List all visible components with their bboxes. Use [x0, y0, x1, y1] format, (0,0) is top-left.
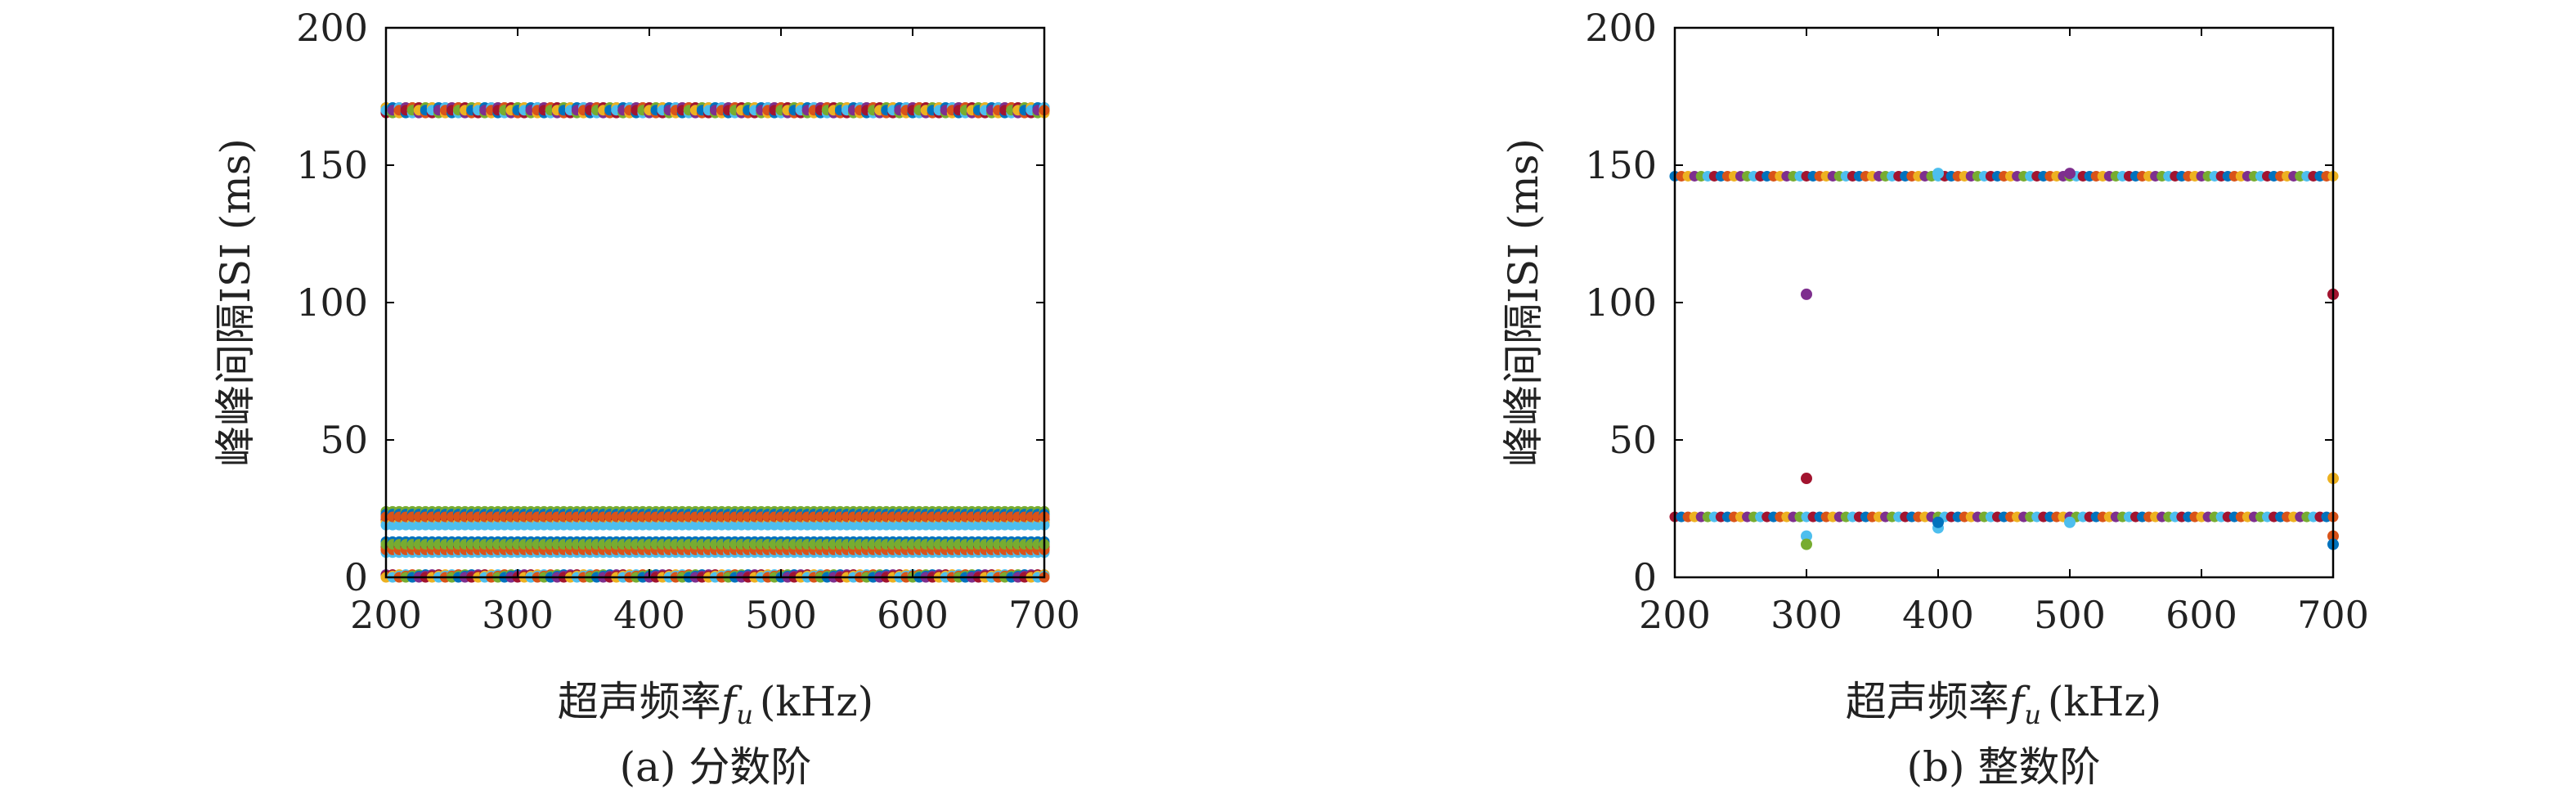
panel-b-y-axis-label: 峰峰间隔ISI (ms) [1500, 138, 1547, 467]
panel-b-plot-frame [1673, 26, 2335, 579]
panel-b-outlier-point [2064, 168, 2076, 180]
panel-a: 200 300 400 500 600 700 0 50 100 150 200 峰峰间隔ISI (… [212, 6, 1080, 791]
panel-b-outlier-point [1801, 288, 1812, 300]
panel-b-x-tick-label: 200 [1639, 593, 1711, 637]
panel-a-x-tick-label: 700 [1008, 593, 1080, 637]
panel-b-y-tick-label: 200 [1585, 6, 1657, 50]
panel-b-outlier-point [2064, 516, 2076, 528]
panel-a-x-tick-label: 400 [613, 593, 685, 637]
panel-a-x-tick-label: 500 [745, 593, 817, 637]
panel-b: 200 300 400 500 600 700 0 50 100 150 200 峰峰间隔ISI (… [1500, 6, 2369, 791]
panel-b-data-points [1669, 168, 2339, 550]
panel-a-y-tick-label: 0 [344, 555, 368, 599]
panel-a-y-axis-label: 峰峰间隔ISI (ms) [212, 138, 259, 467]
panel-a-y-tick-label: 50 [320, 418, 368, 462]
panel-b-y-tick-label: 100 [1585, 280, 1657, 325]
panel-b-y-tick-label: 0 [1633, 555, 1657, 599]
panel-b-y-tick-label: 50 [1609, 418, 1657, 462]
panel-a-x-tick-label: 600 [877, 593, 949, 637]
panel-b-outlier-point [1801, 473, 1812, 485]
panel-a-y-tick-label: 100 [296, 280, 368, 325]
panel-b-outlier-point [1801, 538, 1812, 550]
panel-a-x-axis-label: 超声频率fu (kHz) [558, 678, 873, 730]
panel-b-ticks: 200 300 400 500 600 700 0 50 100 150 200 [1585, 6, 2369, 637]
panel-a-ticks: 200 300 400 500 600 700 0 50 100 150 200 [296, 6, 1080, 637]
panel-b-x-axis-label: 超声频率fu (kHz) [1846, 678, 2161, 730]
panel-a-y-tick-label: 200 [296, 6, 368, 50]
panel-b-x-tick-label: 400 [1902, 593, 1974, 637]
panel-a-x-tick-label: 300 [482, 593, 554, 637]
panel-b-caption: (b) 整数阶 [1907, 743, 2101, 791]
panel-b-outlier-point [1932, 516, 1944, 528]
panel-b-x-tick-label: 600 [2165, 593, 2237, 637]
panel-b-outlier-point [1932, 168, 1944, 180]
panel-b-y-tick-label: 150 [1585, 143, 1657, 187]
panel-a-x-tick-label: 200 [350, 593, 422, 637]
panel-b-outlier-point [1801, 530, 1812, 542]
panel-b-x-tick-label: 500 [2034, 593, 2106, 637]
panel-b-x-tick-label: 300 [1770, 593, 1842, 637]
panel-b-x-tick-label: 700 [2297, 593, 2369, 637]
panel-a-y-tick-label: 150 [296, 143, 368, 187]
panel-a-data-points [380, 101, 1050, 583]
panel-a-caption: (a) 分数阶 [620, 743, 812, 791]
